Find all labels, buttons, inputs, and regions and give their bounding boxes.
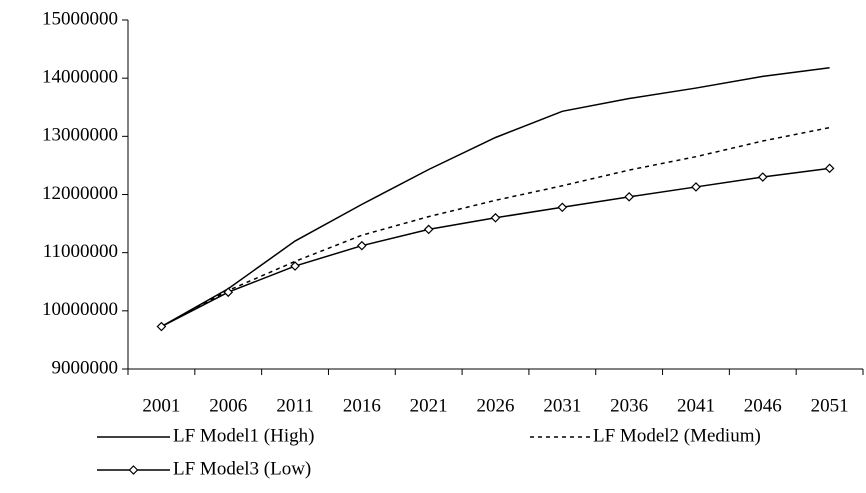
series-marker <box>490 212 501 223</box>
legend-label: LF Model3 (Low) <box>173 458 311 479</box>
series-marker <box>290 261 300 271</box>
y-tick-label: 15000000 <box>42 8 118 29</box>
x-tick-label: 2001 <box>142 395 180 416</box>
legend-marker <box>128 465 139 475</box>
x-tick-label: 2046 <box>744 395 782 416</box>
series-marker <box>423 224 434 235</box>
legend-label: LF Model2 (Medium) <box>593 425 761 446</box>
series-marker <box>757 172 768 182</box>
series-marker <box>691 182 701 192</box>
y-tick-label: 13000000 <box>42 125 118 146</box>
series-line <box>161 167 830 328</box>
y-tick-label: 12000000 <box>42 183 118 204</box>
y-tick-label: 10000000 <box>42 299 118 320</box>
y-tick-label: 11000000 <box>43 241 118 262</box>
series-marker <box>557 202 568 213</box>
x-tick-label: 2011 <box>276 395 313 416</box>
x-tick-label: 2026 <box>477 395 515 416</box>
x-tick-label: 2021 <box>410 395 448 416</box>
x-tick-label: 2006 <box>209 395 247 416</box>
y-tick-label: 9000000 <box>52 357 119 378</box>
series-marker <box>624 191 634 202</box>
x-tick-label: 2036 <box>610 395 648 416</box>
series-line <box>161 126 830 328</box>
series-marker <box>223 287 234 298</box>
legend-label: LF Model1 (High) <box>173 425 314 446</box>
y-tick-label: 14000000 <box>42 67 118 88</box>
x-tick-label: 2031 <box>543 395 581 416</box>
x-tick-label: 2016 <box>343 395 381 416</box>
series-marker <box>357 240 367 251</box>
x-tick-label: 2051 <box>811 395 849 416</box>
series-marker <box>824 163 835 174</box>
series-marker <box>156 321 167 332</box>
x-tick-label: 2041 <box>677 395 715 416</box>
series-line <box>161 66 830 328</box>
